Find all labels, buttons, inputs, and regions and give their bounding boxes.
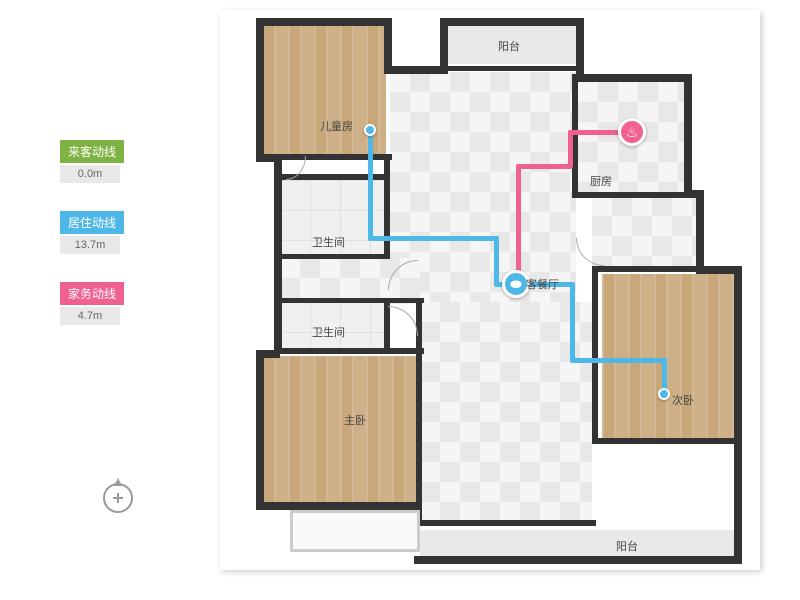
label-balcony-bot: 阳台 <box>616 538 638 554</box>
path-housework-line <box>516 164 572 169</box>
room-side <box>592 196 698 266</box>
path-living-line <box>570 358 666 363</box>
legend-item-visitor: 来客动线 0.0m <box>60 140 124 183</box>
floorplan: ⬬ ♨ 阳台 儿童房 厨房 卫生间 卫生间 客餐厅 主卧 次卧 阳台 <box>220 10 760 570</box>
room-living2 <box>420 302 592 522</box>
path-living-line <box>570 282 575 362</box>
legend-label: 来客动线 <box>60 140 124 163</box>
label-living: 客餐厅 <box>526 276 559 292</box>
label-master: 主卧 <box>344 412 366 428</box>
path-housework-line <box>516 164 521 286</box>
legend-label: 家务动线 <box>60 282 124 305</box>
legend-value: 13.7m <box>60 236 120 254</box>
label-second: 次卧 <box>672 392 694 408</box>
compass-icon <box>100 480 136 516</box>
path-living-line <box>368 236 498 241</box>
node-kitchen-icon: ♨ <box>618 118 646 146</box>
pot-icon: ♨ <box>626 124 639 141</box>
path-endpoint <box>658 388 670 400</box>
label-balcony-top: 阳台 <box>498 38 520 54</box>
path-housework-line <box>568 130 573 168</box>
label-bath2: 卫生间 <box>312 324 345 340</box>
legend-item-living: 居住动线 13.7m <box>60 211 124 254</box>
legend-value: 4.7m <box>60 307 120 325</box>
legend-label: 居住动线 <box>60 211 124 234</box>
label-bath1: 卫生间 <box>312 234 345 250</box>
legend-value: 0.0m <box>60 165 120 183</box>
path-living-line <box>368 128 373 240</box>
room-master <box>262 356 420 506</box>
door-arc <box>388 306 418 336</box>
room-second <box>602 274 734 438</box>
label-kitchen: 厨房 <box>590 173 612 189</box>
legend: 来客动线 0.0m 居住动线 13.7m 家务动线 4.7m <box>60 140 124 353</box>
path-endpoint <box>364 124 376 136</box>
legend-item-housework: 家务动线 4.7m <box>60 282 124 325</box>
label-kids: 儿童房 <box>320 118 353 134</box>
home-icon: ⬬ <box>510 276 522 293</box>
door-arc <box>576 238 604 266</box>
balcony-ledge <box>290 510 420 552</box>
path-living-line <box>494 236 499 286</box>
